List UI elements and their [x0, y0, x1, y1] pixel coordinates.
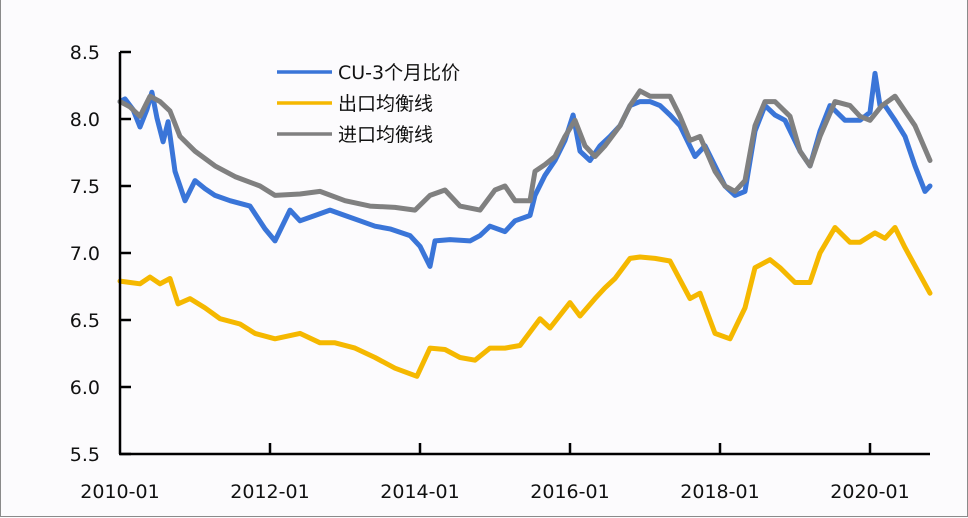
legend-item-cu-ratio: CU-3个月比价	[277, 62, 460, 84]
y-tick-label: 6.0	[70, 377, 100, 399]
x-tick-label: 2016-01	[530, 481, 609, 503]
legend-item-export-balance: 出口均衡线	[277, 93, 433, 115]
x-tick-label: 2012-01	[230, 481, 309, 503]
y-tick-label: 5.5	[70, 444, 100, 466]
y-ticks: 8.5 8.0 7.5 7.0 6.5 6.0 5.5	[70, 42, 131, 466]
y-tick-label: 7.5	[70, 176, 100, 198]
legend-label-export-balance: 出口均衡线	[338, 93, 433, 115]
y-tick-label: 7.0	[70, 243, 100, 265]
y-tick-label: 6.5	[70, 310, 100, 332]
x-tick-label: 2014-01	[380, 481, 459, 503]
legend-item-import-balance: 进口均衡线	[277, 124, 433, 146]
legend-label-cu-ratio: CU-3个月比价	[338, 62, 460, 84]
x-tick-label: 2020-01	[830, 481, 909, 503]
series-line-import-balance	[117, 88, 933, 213]
axes: 8.5 8.0 7.5 7.0 6.5 6.0 5.5 2010-01 2012-01 2014…	[70, 42, 930, 503]
series-layer	[117, 70, 933, 379]
y-tick-label: 8.5	[70, 42, 100, 64]
y-tick-label: 8.0	[70, 109, 100, 131]
x-tick-label: 2010-01	[80, 481, 159, 503]
x-ticks: 2010-01 2012-01 2014-01 2016-01 2018-01 2020-…	[80, 443, 910, 503]
series-line-export-balance	[117, 225, 933, 379]
legend-label-import-balance: 进口均衡线	[338, 124, 433, 146]
x-tick-label: 2018-01	[680, 481, 759, 503]
series-line-cu-ratio	[117, 70, 933, 269]
legend: CU-3个月比价 出口均衡线 进口均衡线	[277, 62, 460, 146]
